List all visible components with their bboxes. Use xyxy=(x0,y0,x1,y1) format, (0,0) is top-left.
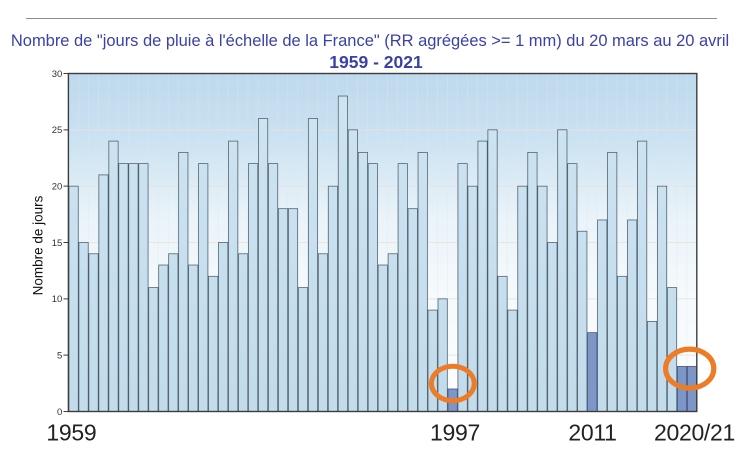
svg-text:10: 10 xyxy=(52,294,63,305)
svg-text:Nombre de jours: Nombre de jours xyxy=(31,195,46,295)
svg-text:15: 15 xyxy=(52,238,63,249)
svg-text:1959: 1959 xyxy=(46,420,96,446)
svg-text:30: 30 xyxy=(52,69,63,80)
svg-text:5: 5 xyxy=(57,350,62,361)
svg-text:1997: 1997 xyxy=(430,420,480,446)
svg-text:20: 20 xyxy=(52,181,63,192)
svg-text:2020/21: 2020/21 xyxy=(654,420,735,446)
svg-text:0: 0 xyxy=(57,407,62,418)
svg-text:2011: 2011 xyxy=(568,420,616,446)
svg-text:25: 25 xyxy=(52,125,63,136)
